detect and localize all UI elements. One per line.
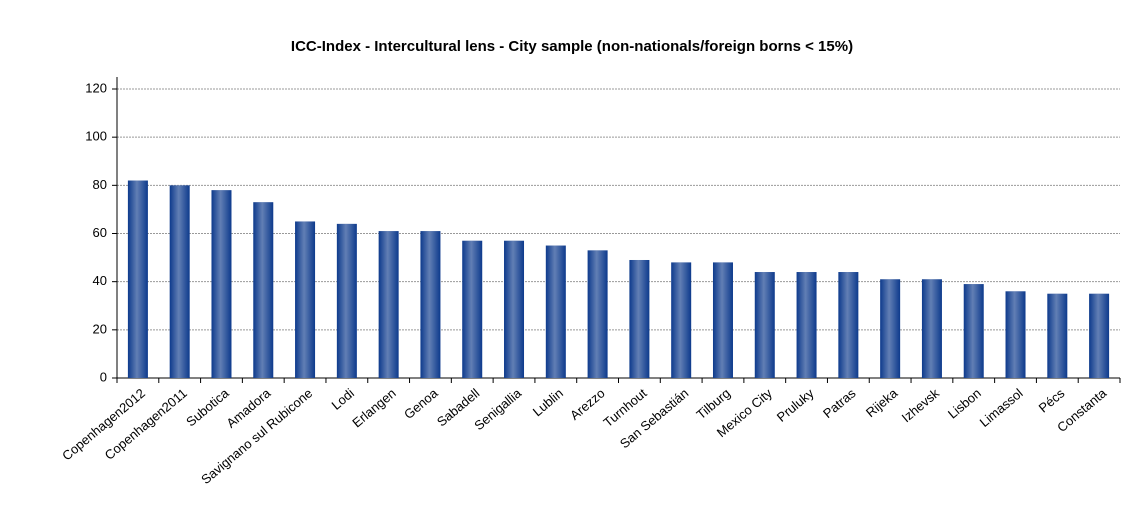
bar-shine bbox=[253, 202, 274, 378]
bar-shine bbox=[1047, 293, 1068, 378]
bar-shine bbox=[963, 284, 984, 378]
chart-title: ICC-Index - Intercultural lens - City sa… bbox=[291, 38, 853, 55]
x-tick-label: Rijeka bbox=[863, 385, 901, 420]
x-tick-label: Lodi bbox=[329, 385, 358, 412]
bar-shine bbox=[880, 279, 901, 378]
bar-shine bbox=[1005, 291, 1026, 378]
bar-shine bbox=[420, 231, 441, 378]
x-tick-label: Senigallia bbox=[471, 385, 524, 433]
y-tick-label: 20 bbox=[93, 321, 107, 336]
bar-shine bbox=[712, 262, 733, 378]
bar-shine bbox=[545, 245, 566, 378]
y-tick-label: 80 bbox=[93, 177, 107, 192]
x-tick-label: Izhevsk bbox=[899, 385, 943, 425]
bar-shine bbox=[629, 259, 650, 378]
x-tick-label: Patras bbox=[820, 385, 859, 421]
bar-shine bbox=[1089, 293, 1110, 378]
bar-shine bbox=[587, 250, 608, 378]
bar-shine bbox=[796, 272, 817, 378]
bar-shine bbox=[838, 272, 859, 378]
x-tick-label: Erlangen bbox=[349, 385, 399, 430]
x-tick-label: Pruluky bbox=[774, 385, 817, 425]
bar-shine bbox=[127, 180, 148, 378]
x-tick-label: Limassol bbox=[977, 385, 1026, 430]
bar-shine bbox=[169, 185, 190, 378]
bar-shine bbox=[671, 262, 692, 378]
y-tick-label: 100 bbox=[85, 129, 107, 144]
y-tick-label: 40 bbox=[93, 273, 107, 288]
bar-shine bbox=[754, 272, 775, 378]
x-tick-label: Subotica bbox=[183, 385, 232, 430]
bar-shine bbox=[504, 240, 525, 378]
y-tick-label: 0 bbox=[100, 369, 107, 384]
bar-shine bbox=[921, 279, 942, 378]
y-tick-label: 120 bbox=[85, 80, 107, 95]
x-tick-label: Lublin bbox=[530, 385, 566, 419]
bar-shine bbox=[211, 190, 232, 378]
bar-shine bbox=[336, 223, 357, 378]
y-tick-label: 60 bbox=[93, 225, 107, 240]
x-tick-label: Pécs bbox=[1036, 385, 1068, 415]
bar-shine bbox=[378, 231, 399, 378]
bar-shine bbox=[295, 221, 316, 378]
bar-shine bbox=[462, 240, 483, 378]
